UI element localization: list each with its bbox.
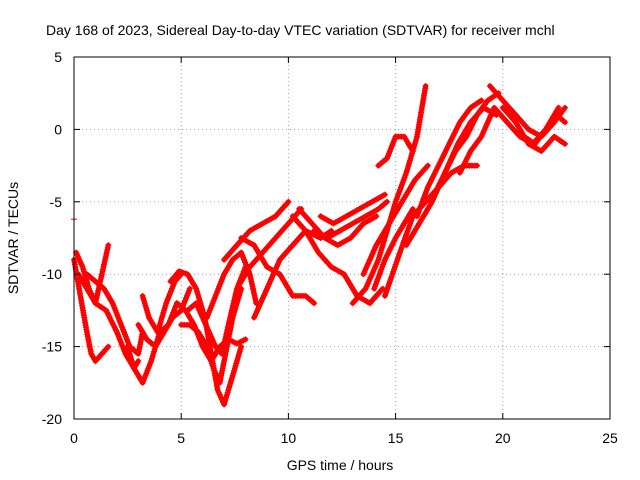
data-series-pass-20 — [317, 191, 388, 227]
data-series-pass-19 — [311, 198, 390, 241]
chart-title: Day 168 of 2023, Sidereal Day-to-day VTE… — [46, 22, 555, 38]
y-tick-label: 5 — [54, 49, 62, 65]
plus-markers — [83, 271, 146, 357]
y-axis-label: SDTVAR / TECUs — [5, 182, 21, 294]
y-tick-label: -10 — [42, 266, 62, 282]
plus-markers — [221, 198, 292, 263]
x-tick-label: 0 — [70, 430, 78, 446]
plus-markers — [289, 213, 386, 307]
data-series-pass-7 — [139, 271, 185, 336]
plus-markers — [349, 83, 429, 307]
data-points — [71, 83, 568, 408]
data-series-pass-6 — [135, 285, 193, 350]
x-tick-label: 15 — [388, 430, 404, 446]
data-series-pass-32 — [521, 111, 568, 147]
x-axis-label: GPS time / hours — [287, 457, 394, 473]
data-series-pass-31 — [499, 104, 568, 155]
data-series-pass-8 — [167, 268, 245, 408]
plus-markers — [499, 104, 568, 155]
plus-markers — [296, 206, 380, 249]
data-series-pass-23 — [371, 206, 416, 292]
series-line — [84, 271, 146, 357]
plus-markers — [203, 249, 260, 321]
data-series-pass-16 — [251, 227, 335, 321]
y-tick-label: -15 — [42, 339, 62, 355]
plus-markers — [521, 111, 568, 147]
data-series-pass-14 — [233, 206, 305, 292]
plot-frame — [73, 56, 611, 420]
plus-markers — [360, 162, 431, 278]
plus-markers — [167, 268, 245, 408]
data-series-pass-4 — [83, 271, 146, 357]
x-tick-label: 10 — [281, 430, 297, 446]
x-tick-label: 5 — [177, 430, 185, 446]
plus-markers — [414, 97, 485, 220]
grid-lines — [74, 57, 610, 419]
plus-markers — [431, 90, 502, 198]
x-tick-label: 20 — [495, 430, 511, 446]
plus-markers — [371, 206, 416, 292]
y-tick-label: -20 — [42, 411, 62, 427]
y-tick-label: 0 — [54, 121, 62, 137]
data-series-pass-25 — [375, 133, 416, 169]
data-series-pass-17 — [289, 213, 386, 307]
plus-markers — [311, 198, 390, 241]
axis-ticks: 0 5 10 15 20 25 5 0 -5 -10 -15 -20 — [42, 49, 618, 446]
data-series-pass-18 — [296, 206, 380, 249]
data-series-pass-15 — [221, 198, 292, 263]
data-series-pass-12 — [203, 249, 260, 321]
plus-markers — [375, 133, 416, 169]
plus-markers — [317, 191, 388, 227]
plus-markers — [139, 271, 185, 336]
x-tick-label: 25 — [602, 430, 618, 446]
data-series-pass-22 — [360, 162, 431, 278]
plus-markers — [135, 285, 193, 350]
data-series-pass-27 — [414, 97, 485, 220]
y-tick-label: -5 — [50, 194, 63, 210]
data-series-pass-28 — [431, 90, 502, 198]
